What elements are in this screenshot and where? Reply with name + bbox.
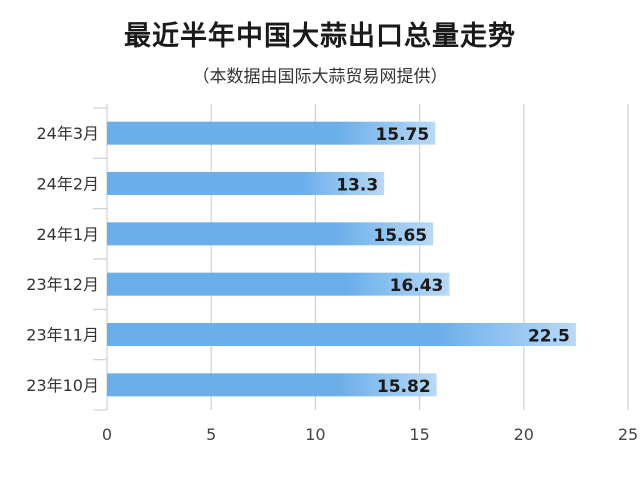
x-tick-label: 0	[102, 425, 112, 444]
x-tick-label: 25	[618, 425, 638, 444]
y-category-label: 24年1月	[36, 225, 99, 244]
bar	[107, 272, 450, 296]
x-tick-label: 15	[409, 425, 429, 444]
y-category-label: 24年3月	[36, 124, 99, 143]
y-category-label: 23年11月	[26, 326, 99, 345]
x-tick-label: 10	[305, 425, 325, 444]
x-tick-label: 5	[206, 425, 216, 444]
bar	[107, 172, 385, 195]
bar-value-label: 15.75	[375, 125, 429, 145]
x-tick-label: 20	[514, 425, 534, 444]
y-category-label: 23年12月	[26, 275, 99, 294]
y-category-label: 23年10月	[26, 376, 99, 395]
chart-subtitle: （本数据由国际大蒜贸易网提供）	[192, 67, 448, 87]
bar	[107, 323, 576, 346]
bar	[107, 121, 436, 145]
bar-value-label: 15.65	[373, 226, 427, 246]
bar-value-label: 15.82	[377, 377, 431, 397]
bar-value-label: 16.43	[390, 276, 444, 296]
bar-value-label: 22.5	[528, 327, 570, 347]
bar	[107, 222, 434, 246]
bar-value-label: 13.3	[336, 176, 378, 196]
y-category-label: 24年2月	[36, 175, 99, 194]
chart-title: 最近半年中国大蒜出口总量走势	[124, 21, 516, 52]
bar	[107, 373, 437, 397]
